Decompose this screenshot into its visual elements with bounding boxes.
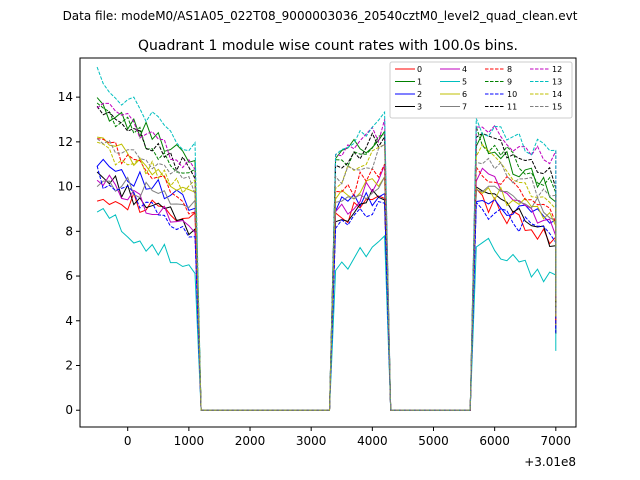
- y-tick-label-2: 4: [65, 314, 73, 328]
- series-line-5: [96, 207, 557, 411]
- plot-frame: [79, 57, 577, 428]
- y-tick-label-5: 10: [58, 180, 73, 194]
- legend-label-2: 2: [417, 90, 422, 99]
- legend-label-7: 7: [462, 103, 467, 112]
- x-offset-label: +3.01e8: [524, 455, 576, 469]
- series-line-14: [96, 141, 557, 411]
- legend-label-6: 6: [462, 90, 467, 99]
- x-axis: 0 1000 2000 3000 4000 5000 6000 7000: [124, 427, 571, 448]
- y-tick-label-4: 8: [65, 224, 73, 238]
- legend-label-9: 9: [507, 78, 512, 87]
- chart-title: Quadrant 1 module wise count rates with …: [138, 38, 518, 54]
- series-line-1: [96, 97, 557, 411]
- y-tick-label-3: 6: [65, 269, 73, 283]
- legend-label-0: 0: [417, 65, 422, 74]
- legend-label-10: 10: [507, 90, 517, 99]
- series-line-7: [96, 174, 557, 411]
- legend-label-11: 11: [507, 103, 517, 112]
- series-line-9: [96, 102, 557, 411]
- y-tick-label-7: 14: [58, 90, 73, 104]
- legend-label-13: 13: [552, 78, 562, 87]
- y-axis: 0 2 4 6 8 10 12 14: [58, 90, 80, 417]
- legend-label-3: 3: [417, 103, 422, 112]
- legend-label-15: 15: [552, 103, 562, 112]
- y-tick-label-6: 12: [58, 135, 73, 149]
- series-line-2: [96, 158, 557, 411]
- x-tick-label-1: 1000: [174, 434, 205, 448]
- legend-label-12: 12: [552, 65, 562, 74]
- series-line-11: [96, 106, 557, 411]
- chart-suptitle: Data file: modeM0/AS1A05_022T08_90000030…: [63, 9, 578, 23]
- x-tick-label-2: 2000: [235, 434, 266, 448]
- plot-lines: [96, 66, 557, 411]
- legend-box: [389, 61, 573, 119]
- series-line-0: [96, 187, 557, 411]
- legend-label-8: 8: [507, 65, 512, 74]
- series-line-4: [96, 164, 557, 411]
- legend-label-1: 1: [417, 78, 422, 87]
- y-tick-label-0: 0: [65, 403, 73, 417]
- series-line-15: [96, 138, 557, 411]
- x-tick-label-7: 7000: [541, 434, 572, 448]
- legend-label-4: 4: [462, 65, 467, 74]
- x-tick-label-4: 4000: [357, 434, 388, 448]
- y-tick-label-1: 2: [65, 359, 73, 373]
- x-tick-label-3: 3000: [296, 434, 327, 448]
- series-line-6: [97, 136, 557, 411]
- x-tick-label-5: 5000: [418, 434, 449, 448]
- legend-label-14: 14: [552, 90, 562, 99]
- x-tick-label-0: 0: [124, 434, 132, 448]
- x-tick-label-6: 6000: [479, 434, 510, 448]
- legend-label-5: 5: [462, 78, 467, 87]
